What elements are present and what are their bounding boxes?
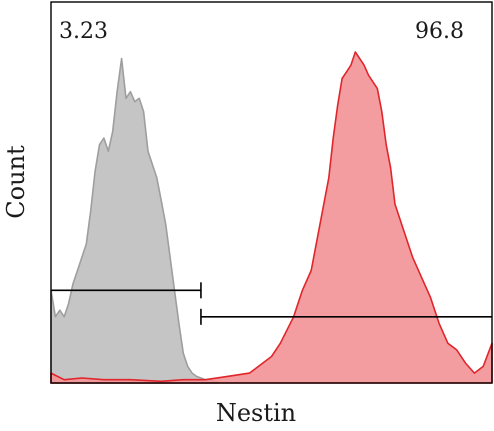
series-gray-histogram	[50, 57, 220, 384]
plot-frame	[50, 1, 493, 384]
x-axis-label: Nestin	[216, 399, 296, 427]
gates-layer	[51, 282, 492, 325]
gate-bar-1	[51, 282, 202, 299]
gate-label-right: 96.8	[415, 19, 464, 44]
gate-bar-2	[200, 308, 492, 325]
series-red-histogram	[50, 51, 493, 384]
gate-label-left: 3.23	[59, 19, 108, 44]
y-axis-label: Count	[2, 145, 30, 219]
plot-area	[50, 51, 493, 384]
